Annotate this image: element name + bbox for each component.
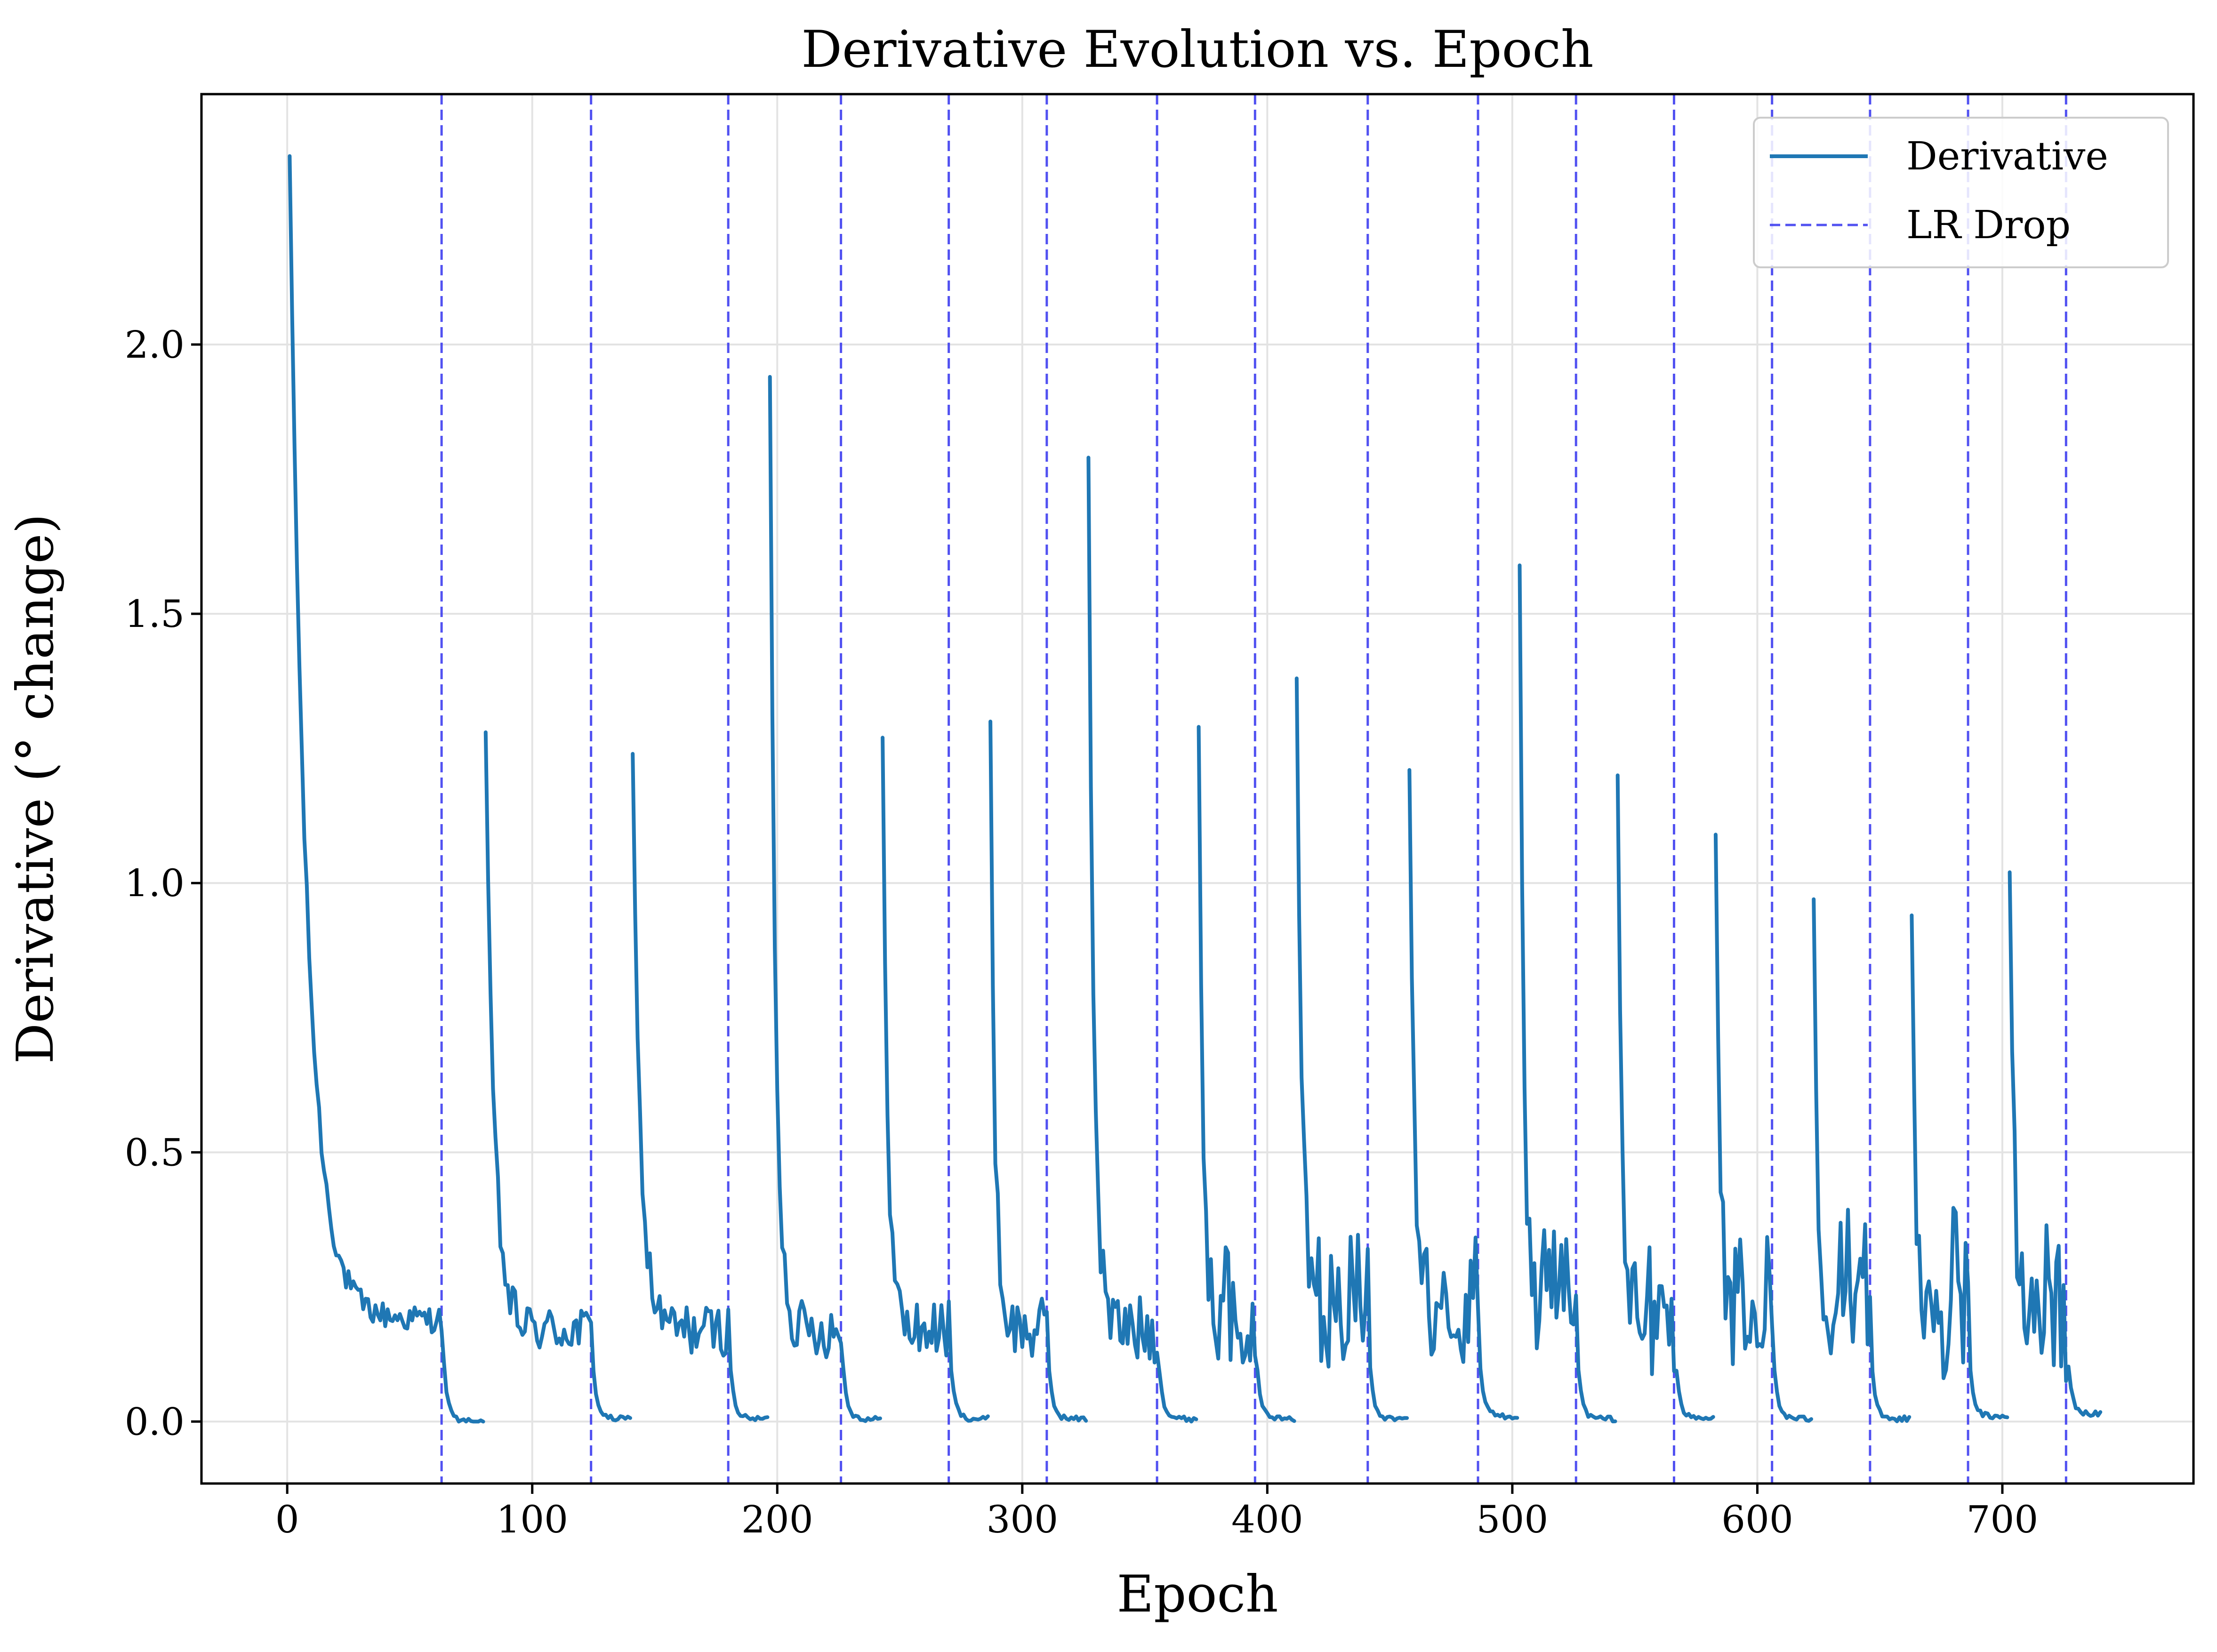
legend: Derivative LR Drop xyxy=(1753,117,2169,268)
y-axis-label: Derivative (° change) xyxy=(6,514,65,1064)
x-tick-label: 600 xyxy=(1721,1498,1793,1541)
grid-layer xyxy=(201,94,2193,1484)
y-tick-label: 2.0 xyxy=(125,323,185,367)
y-tick-label: 0.0 xyxy=(125,1400,185,1443)
y-tick-label: 0.5 xyxy=(125,1131,185,1174)
x-tick-label: 100 xyxy=(496,1498,568,1541)
x-axis-label: Epoch xyxy=(1117,1565,1278,1624)
plot-frame xyxy=(200,93,2195,1485)
tick-layer: 0 100 200 300 400 500 600 700 0.0 0.5 1.0 1.5 2.0 xyxy=(125,323,2039,1541)
x-tick-label: 200 xyxy=(741,1498,813,1541)
y-tick-label: 1.0 xyxy=(125,861,185,905)
series-layer xyxy=(288,154,2103,1424)
x-tick-label: 500 xyxy=(1477,1498,1549,1541)
chart-title: Derivative Evolution vs. Epoch xyxy=(801,20,1593,79)
derivative-series-line xyxy=(288,154,2103,1424)
y-tick-label: 1.5 xyxy=(125,592,185,636)
x-tick-label: 0 xyxy=(275,1498,299,1541)
lr-drop-layer xyxy=(440,94,2067,1484)
x-tick-label: 400 xyxy=(1231,1498,1303,1541)
legend-lr-drop-label: LR Drop xyxy=(1906,203,2071,248)
x-tick-label: 700 xyxy=(1967,1498,2039,1541)
legend-derivative-label: Derivative xyxy=(1906,134,2108,179)
x-tick-label: 300 xyxy=(986,1498,1058,1541)
